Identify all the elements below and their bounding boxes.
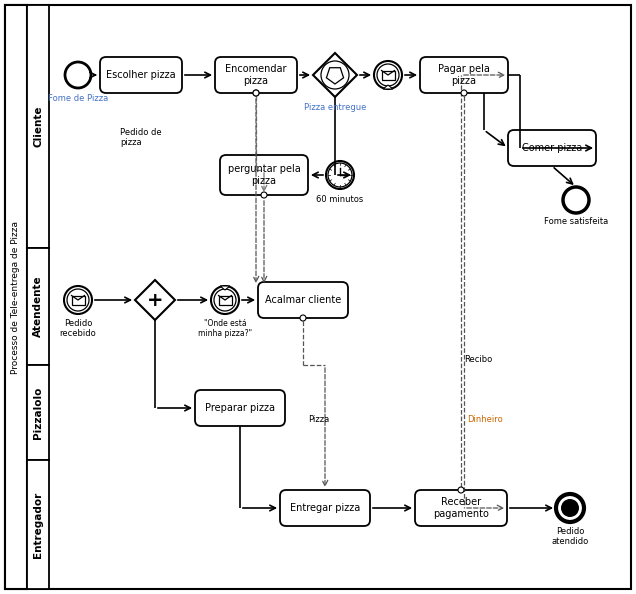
Text: Comer pizza: Comer pizza bbox=[522, 143, 582, 153]
Text: Pedido
recebido: Pedido recebido bbox=[60, 319, 97, 339]
Text: "Onde está
minha pizza?": "Onde está minha pizza?" bbox=[198, 319, 252, 339]
Bar bbox=[27, 5, 49, 248]
Polygon shape bbox=[313, 53, 357, 97]
Text: Preparar pizza: Preparar pizza bbox=[205, 403, 275, 413]
Polygon shape bbox=[220, 286, 230, 290]
Circle shape bbox=[300, 315, 306, 321]
Text: Processo de Tele-entrega de Pizza: Processo de Tele-entrega de Pizza bbox=[11, 220, 20, 374]
Text: Cliente: Cliente bbox=[33, 106, 43, 147]
Circle shape bbox=[67, 289, 89, 311]
Bar bbox=[27, 365, 49, 460]
Circle shape bbox=[321, 61, 349, 89]
Text: Atendente: Atendente bbox=[33, 276, 43, 337]
Text: Recibo: Recibo bbox=[464, 355, 492, 365]
Bar bbox=[5, 5, 27, 589]
Bar bbox=[27, 248, 49, 365]
Circle shape bbox=[556, 494, 584, 522]
Text: Pedido de
pizza: Pedido de pizza bbox=[120, 128, 162, 147]
Text: Entregar pizza: Entregar pizza bbox=[290, 503, 360, 513]
Polygon shape bbox=[383, 85, 393, 89]
Circle shape bbox=[563, 187, 589, 213]
Circle shape bbox=[458, 487, 464, 493]
FancyBboxPatch shape bbox=[415, 490, 507, 526]
Polygon shape bbox=[326, 68, 343, 84]
Text: Pizzalolo: Pizzalolo bbox=[33, 386, 43, 439]
Text: Pizza entregue: Pizza entregue bbox=[304, 103, 366, 112]
Circle shape bbox=[261, 192, 267, 198]
Circle shape bbox=[561, 499, 579, 517]
FancyBboxPatch shape bbox=[215, 57, 297, 93]
Text: Encomendar
pizza: Encomendar pizza bbox=[225, 64, 287, 86]
Circle shape bbox=[65, 62, 91, 88]
FancyBboxPatch shape bbox=[100, 57, 182, 93]
Circle shape bbox=[64, 286, 92, 314]
FancyBboxPatch shape bbox=[220, 155, 308, 195]
Circle shape bbox=[211, 286, 239, 314]
Text: Pizza: Pizza bbox=[308, 415, 329, 425]
Circle shape bbox=[253, 90, 259, 96]
Text: Dinheiro: Dinheiro bbox=[467, 415, 502, 425]
Bar bbox=[71, 295, 85, 305]
Text: Pedido
atendido: Pedido atendido bbox=[551, 527, 589, 546]
Text: perguntar pela
pizza: perguntar pela pizza bbox=[228, 164, 300, 186]
Text: 60 minutos: 60 minutos bbox=[316, 195, 364, 204]
Text: Entregador: Entregador bbox=[33, 491, 43, 558]
Bar bbox=[382, 71, 394, 80]
FancyBboxPatch shape bbox=[195, 390, 285, 426]
Circle shape bbox=[374, 61, 402, 89]
Text: Escolher pizza: Escolher pizza bbox=[106, 70, 176, 80]
Text: +: + bbox=[147, 290, 163, 309]
Text: Fome satisfeita: Fome satisfeita bbox=[544, 217, 608, 226]
Bar bbox=[27, 460, 49, 589]
Text: Receber
pagamento: Receber pagamento bbox=[433, 497, 489, 519]
FancyBboxPatch shape bbox=[280, 490, 370, 526]
Circle shape bbox=[377, 64, 399, 86]
Polygon shape bbox=[135, 280, 175, 320]
Circle shape bbox=[253, 90, 259, 96]
FancyBboxPatch shape bbox=[508, 130, 596, 166]
Text: Pagar pela
pizza: Pagar pela pizza bbox=[438, 64, 490, 86]
Bar bbox=[219, 295, 232, 305]
Circle shape bbox=[326, 161, 354, 189]
Circle shape bbox=[461, 90, 467, 96]
FancyBboxPatch shape bbox=[420, 57, 508, 93]
Text: Acalmar cliente: Acalmar cliente bbox=[265, 295, 341, 305]
Circle shape bbox=[214, 289, 236, 311]
Text: Fome de Pizza: Fome de Pizza bbox=[48, 94, 108, 103]
Circle shape bbox=[328, 163, 352, 187]
FancyBboxPatch shape bbox=[258, 282, 348, 318]
